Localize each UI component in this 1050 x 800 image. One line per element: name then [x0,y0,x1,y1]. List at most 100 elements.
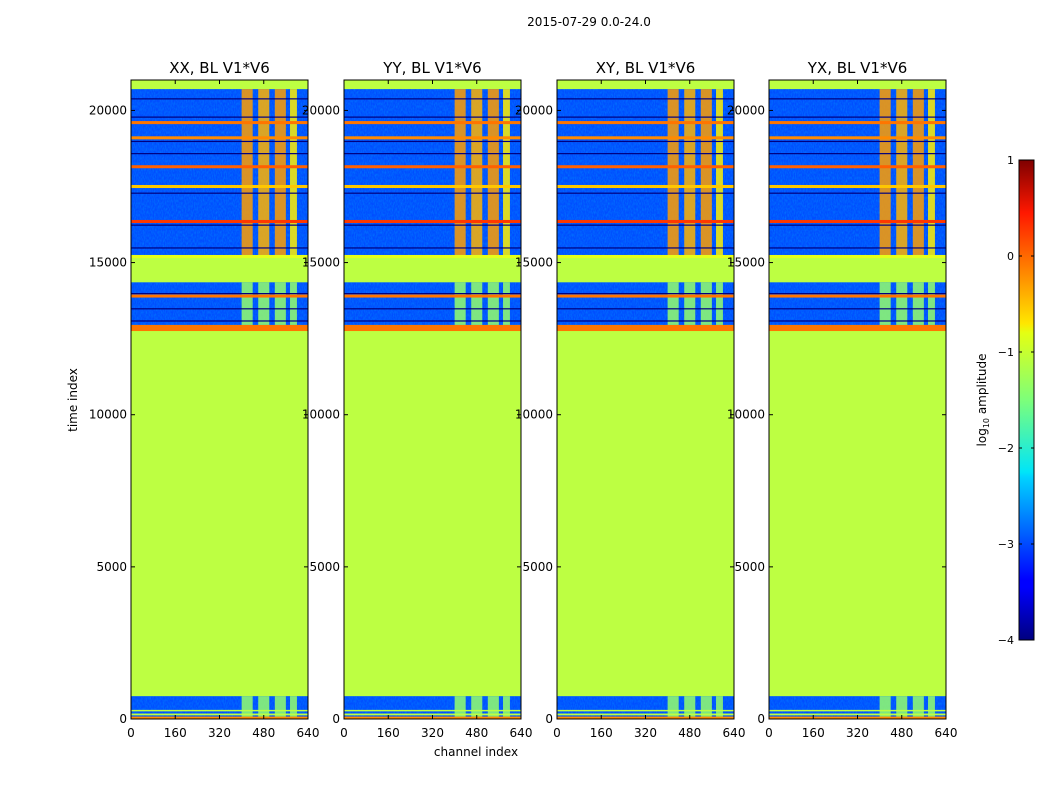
rfi-block [667,696,679,719]
rfi-block [928,696,935,719]
rfi-block [241,696,253,719]
rfi-block [879,89,891,257]
time-band [769,294,946,298]
rfi-block [896,282,908,325]
dropout-line [131,98,308,100]
rfi-block [879,696,891,719]
rfi-block [454,282,466,325]
time-band [131,165,308,169]
x-tick-label: 480 [890,726,913,740]
dropout-line [769,320,946,322]
dropout-line [557,224,734,226]
time-band [769,254,946,259]
rfi-block [716,282,723,325]
x-tick-label: 160 [590,726,613,740]
heatmap-image [131,80,308,719]
rfi-block [471,282,483,325]
dropout-line [131,308,308,310]
y-tick-label: 0 [757,712,765,726]
rfi-block [700,696,712,719]
x-tick-label: 640 [510,726,533,740]
dropout-line [769,98,946,100]
x-tick-label: 480 [252,726,275,740]
time-band [344,121,521,125]
time-band [344,254,521,259]
rfi-block [258,696,270,719]
rfi-block [487,696,499,719]
y-tick-label: 15000 [515,256,553,270]
dropout-line [344,320,521,322]
rfi-block [684,282,696,325]
dropout-line [557,153,734,155]
dropout-line [344,293,521,295]
dropout-line [131,320,308,322]
rfi-block [471,696,483,719]
time-band [131,136,308,140]
x-tick-label: 0 [765,726,773,740]
y-tick-label: 20000 [515,103,553,117]
rfi-block [716,89,723,257]
y-tick-label: 5000 [96,560,127,574]
rfi-block [503,282,510,325]
dropout-line [769,293,946,295]
time-band [769,324,946,332]
y-tick-label: 0 [545,712,553,726]
time-band [769,713,946,716]
panel-title: XY, BL V1*V6 [596,59,696,77]
x-tick-label: 640 [297,726,320,740]
y-tick-label: 10000 [515,408,553,422]
dropout-line [769,308,946,310]
rfi-block [290,89,297,257]
time-band [131,324,308,332]
x-tick-label: 480 [678,726,701,740]
colorbar-label-sub: 10 [982,418,991,428]
dropout-line [131,140,308,143]
dropout-line [131,153,308,155]
time-band [769,121,946,125]
time-band [769,184,946,189]
dropout-line [557,116,734,118]
y-tick-label: 0 [119,712,127,726]
time-band [131,121,308,125]
dropout-line [344,192,521,194]
heatmap-image [769,80,946,719]
x-tick-label: 640 [935,726,958,740]
colorbar-label: log10 amplitude [975,354,991,447]
time-band [557,136,734,140]
y-tick-label: 5000 [734,560,765,574]
x-tick-label: 320 [208,726,231,740]
x-tick-label: 320 [421,726,444,740]
dropout-line [557,320,734,322]
y-tick-label: 15000 [302,256,340,270]
rfi-block [274,89,286,257]
rfi-block [912,89,924,257]
time-band [344,165,521,169]
rfi-block [454,89,466,257]
y-tick-label: 0 [332,712,340,726]
dropout-line [769,192,946,194]
rfi-block [667,282,679,325]
rfi-block [241,89,253,257]
rfi-block [879,282,891,325]
time-band [344,136,521,140]
time-band [131,294,308,298]
rfi-block [290,282,297,325]
dropout-line [344,140,521,143]
rfi-block [700,282,712,325]
dropout-line [557,308,734,310]
time-band [344,184,521,189]
rfi-block [896,696,908,719]
x-tick-label: 480 [465,726,488,740]
time-band [344,709,521,712]
dropout-line [131,192,308,194]
dropout-line [344,247,521,249]
x-tick-label: 320 [846,726,869,740]
dropout-line [344,98,521,100]
suptitle: 2015-07-29 0.0-24.0 [527,15,651,29]
time-band [344,713,521,716]
y-tick-label: 15000 [727,256,765,270]
rfi-block [274,282,286,325]
rfi-block [274,696,286,719]
dropout-line [557,247,734,249]
colorbar-label-rest: amplitude [975,354,989,418]
